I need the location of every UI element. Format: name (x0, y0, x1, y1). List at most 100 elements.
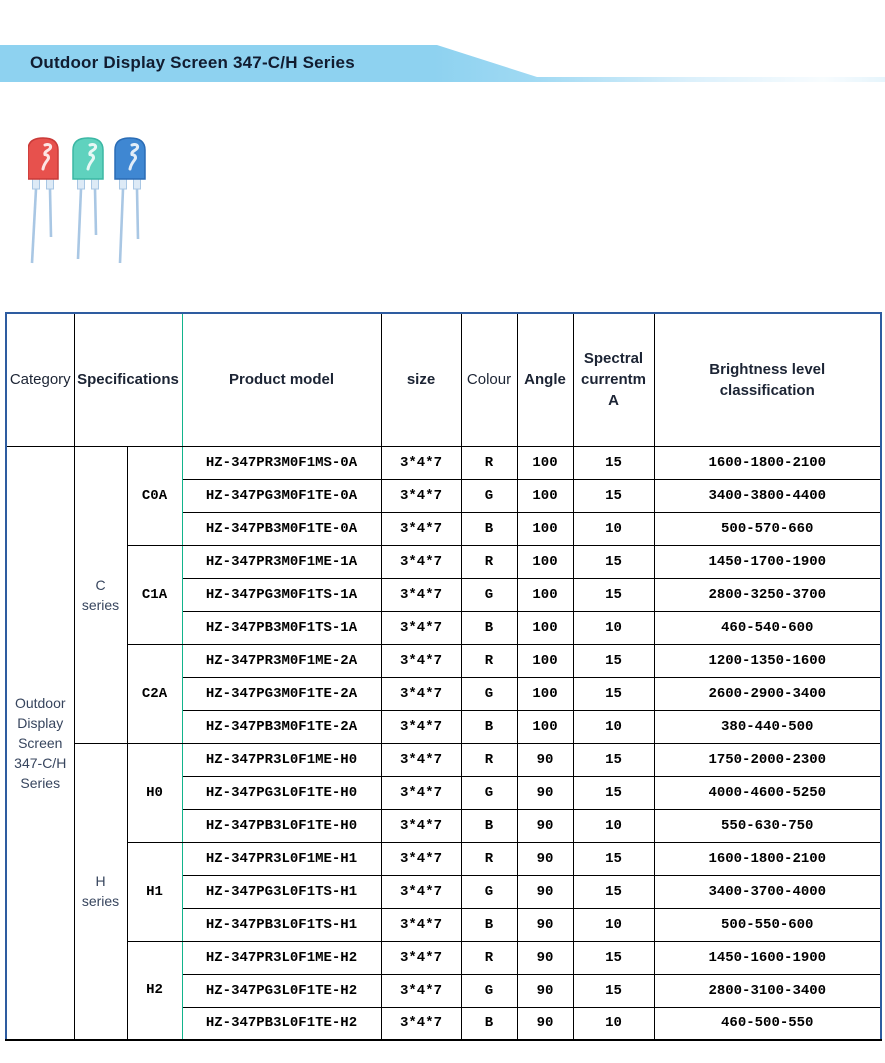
category-cell: Outdoor Display Screen 347-C/H Series (5, 445, 75, 1041)
table-row: HZ-347PG3M0F1TS-1A 3*4*7 G 100 15 2800-3… (6, 577, 882, 612)
current-cell: 15 (572, 445, 655, 480)
header-size: size (380, 312, 462, 447)
brightness-cell: 1200-1350-1600 (653, 643, 882, 678)
colour-cell: R (460, 940, 518, 975)
current-cell: 15 (572, 676, 655, 711)
colour-cell: G (460, 775, 518, 810)
angle-cell: 100 (516, 445, 574, 480)
current-cell: 15 (572, 775, 655, 810)
current-cell: 10 (572, 610, 655, 645)
size-cell: 3*4*7 (380, 775, 462, 810)
table-row: HZ-347PB3L0F1TE-H0 3*4*7 B 90 10 550-630… (6, 808, 882, 843)
table-row: C1A HZ-347PR3M0F1ME-1A 3*4*7 R 100 15 14… (6, 544, 882, 645)
angle-cell: 100 (516, 544, 574, 579)
colour-cell: G (460, 478, 518, 513)
colour-cell: R (460, 742, 518, 777)
blue-led-icon (114, 137, 146, 264)
table-row: HZ-347PB3M0F1TS-1A 3*4*7 B 100 10 460-54… (6, 610, 882, 645)
angle-cell: 100 (516, 709, 574, 744)
brightness-cell: 500-550-600 (653, 907, 882, 942)
colour-cell: B (460, 808, 518, 843)
title-banner: Outdoor Display Screen 347-C/H Series (0, 45, 885, 82)
brightness-cell: 2800-3100-3400 (653, 973, 882, 1008)
colour-cell: B (460, 709, 518, 744)
colour-cell: B (460, 511, 518, 546)
colour-cell: B (460, 907, 518, 942)
angle-cell: 100 (516, 643, 574, 678)
brightness-cell: 3400-3800-4400 (653, 478, 882, 513)
size-cell: 3*4*7 (380, 610, 462, 645)
size-cell: 3*4*7 (380, 907, 462, 942)
brightness-cell: 3400-3700-4000 (653, 874, 882, 909)
table-row: H1 HZ-347PR3L0F1ME-H1 3*4*7 R 90 15 1600… (6, 841, 882, 942)
series-cell-h: H series (73, 742, 128, 1041)
angle-cell: 90 (516, 874, 574, 909)
table-row: HZ-347PG3L0F1TE-H2 3*4*7 G 90 15 2800-31… (6, 973, 882, 1008)
header-angle: Angle (516, 312, 574, 447)
table-row: H2 HZ-347PR3L0F1ME-H2 3*4*7 R 90 15 1450… (6, 940, 882, 1041)
model-cell: HZ-347PB3L0F1TS-H1 (181, 907, 382, 942)
current-cell: 15 (572, 874, 655, 909)
model-cell: HZ-347PR3M0F1ME-1A (181, 544, 382, 579)
model-cell: HZ-347PG3M0F1TS-1A (181, 577, 382, 612)
size-cell: 3*4*7 (380, 742, 462, 777)
current-cell: 10 (572, 907, 655, 942)
page-title: Outdoor Display Screen 347-C/H Series (30, 52, 355, 72)
current-cell: 15 (572, 643, 655, 678)
angle-cell: 90 (516, 973, 574, 1008)
model-cell: HZ-347PG3L0F1TS-H1 (181, 874, 382, 909)
model-cell: HZ-347PB3L0F1TE-H0 (181, 808, 382, 843)
current-cell: 15 (572, 742, 655, 777)
model-cell: HZ-347PG3L0F1TE-H2 (181, 973, 382, 1008)
size-cell: 3*4*7 (380, 1006, 462, 1041)
brightness-cell: 500-570-660 (653, 511, 882, 546)
header-colour: Colour (460, 312, 518, 447)
colour-cell: G (460, 577, 518, 612)
group-cell-h0: H0 (126, 742, 183, 843)
size-cell: 3*4*7 (380, 511, 462, 546)
brightness-cell: 380-440-500 (653, 709, 882, 744)
size-cell: 3*4*7 (380, 643, 462, 678)
series-cell-c: C series (73, 445, 128, 744)
model-cell: HZ-347PG3M0F1TE-0A (181, 478, 382, 513)
table-header-row: Category Specifications Product model si… (5, 312, 882, 447)
brightness-cell: 460-540-600 (653, 610, 882, 645)
size-cell: 3*4*7 (380, 940, 462, 975)
current-cell: 10 (572, 808, 655, 843)
colour-cell: G (460, 874, 518, 909)
angle-cell: 100 (516, 676, 574, 711)
brightness-cell: 1600-1800-2100 (653, 841, 882, 876)
angle-cell: 90 (516, 907, 574, 942)
size-cell: 3*4*7 (380, 973, 462, 1008)
current-cell: 15 (572, 478, 655, 513)
angle-cell: 100 (516, 577, 574, 612)
brightness-cell: 4000-4600-5250 (653, 775, 882, 810)
colour-cell: R (460, 841, 518, 876)
brightness-cell: 460-500-550 (653, 1006, 882, 1041)
table-row: C2A HZ-347PR3M0F1ME-2A 3*4*7 R 100 15 12… (6, 643, 882, 744)
table-row: H series H0 HZ-347PR3L0F1ME-H0 3*4*7 R 9… (6, 742, 882, 1041)
rgb-led-illustration (27, 137, 146, 264)
brightness-cell: 1600-1800-2100 (653, 445, 882, 480)
table-row: HZ-347PB3L0F1TE-H2 3*4*7 B 90 10 460-500… (6, 1006, 882, 1041)
angle-cell: 90 (516, 775, 574, 810)
brightness-cell: 550-630-750 (653, 808, 882, 843)
size-cell: 3*4*7 (380, 445, 462, 480)
model-cell: HZ-347PB3M0F1TS-1A (181, 610, 382, 645)
model-cell: HZ-347PB3M0F1TE-2A (181, 709, 382, 744)
group-cell-c1a: C1A (126, 544, 183, 645)
angle-cell: 100 (516, 511, 574, 546)
header-category: Category (5, 312, 75, 447)
current-cell: 15 (572, 940, 655, 975)
size-cell: 3*4*7 (380, 709, 462, 744)
angle-cell: 90 (516, 808, 574, 843)
group-cell-c2a: C2A (126, 643, 183, 744)
header-product-model: Product model (181, 312, 382, 447)
group-cell-c0a: C0A (126, 445, 183, 546)
red-led-icon (27, 137, 59, 264)
model-cell: HZ-347PG3M0F1TE-2A (181, 676, 382, 711)
model-cell: HZ-347PR3L0F1ME-H0 (181, 742, 382, 777)
colour-cell: R (460, 544, 518, 579)
model-cell: HZ-347PR3L0F1ME-H1 (181, 841, 382, 876)
size-cell: 3*4*7 (380, 874, 462, 909)
